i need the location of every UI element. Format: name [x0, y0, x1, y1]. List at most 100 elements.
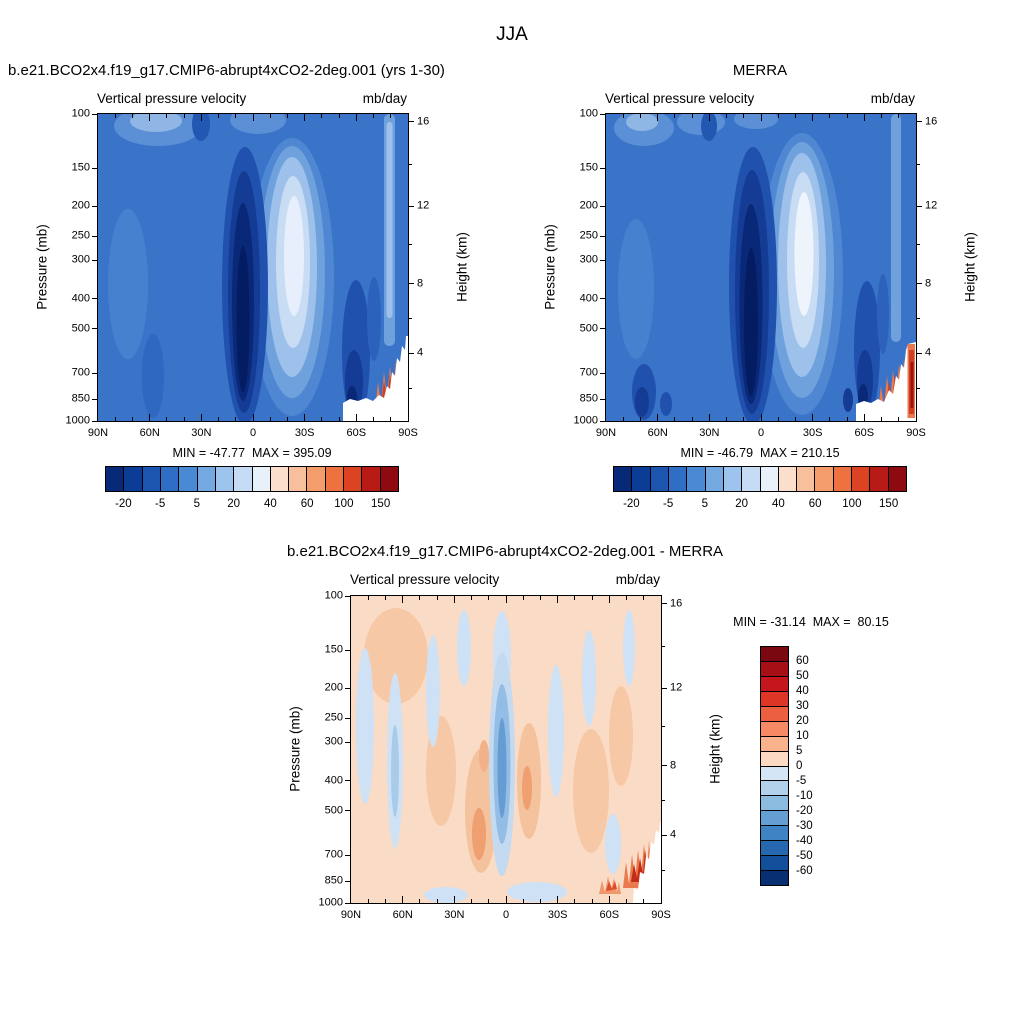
latitude-minor-tick-top [183, 114, 185, 118]
panel-model: b.e21.BCO2x4.f19_g17.CMIP6-abrupt4xCO2-2… [8, 60, 513, 520]
colorbar-tick-label: -20 [796, 805, 813, 817]
pressure-tick [92, 259, 98, 261]
pressure-tick-label: 700 [324, 848, 343, 861]
height-tick [661, 687, 667, 689]
latitude-minor-tick-bottom [252, 414, 254, 421]
pressure-tick-label: 150 [324, 643, 343, 656]
pressure-tick-label: 250 [579, 229, 598, 242]
colorbar-segment [761, 856, 788, 872]
colorbar-segment [888, 467, 906, 491]
colorbar-segment [632, 467, 651, 491]
pressure-tick [600, 372, 606, 374]
height-tick-label: 12 [417, 199, 430, 212]
colorbar-tick-label: 20 [796, 715, 809, 727]
latitude-minor-tick-bottom [574, 899, 576, 903]
latitude-minor-tick-top [304, 114, 306, 121]
pressure-tick [345, 717, 351, 719]
latitude-minor-tick-top [846, 114, 848, 118]
pressure-tick-label: 250 [324, 711, 343, 724]
colorbar-tick-label: 60 [300, 498, 314, 510]
colorbar-segment [215, 467, 235, 491]
colorbar-segment [761, 661, 788, 677]
height-tick [661, 834, 667, 836]
colorbar-tick-label: 100 [334, 498, 354, 510]
colorbar-segment [106, 467, 125, 491]
field-label-model: Vertical pressure velocity [97, 91, 247, 106]
latitude-minor-tick-bottom [539, 899, 541, 903]
latitude-minor-tick-top [691, 114, 693, 118]
colorbar-tick-label: -5 [663, 498, 674, 510]
pressure-tick-label: 100 [579, 107, 598, 120]
colorbar-segment [761, 736, 788, 752]
pressure-tick [345, 902, 351, 904]
units-label-diff: mb/day [615, 572, 660, 587]
colorbar-labels-merra: -20 -5 5 20 40 60 100 150 [613, 498, 907, 512]
latitude-minor-tick-bottom [794, 417, 796, 421]
latitude-minor-tick-top [812, 114, 814, 121]
pressure-tick [92, 167, 98, 169]
height-tick [661, 765, 667, 767]
pressure-tick [600, 420, 606, 422]
pressure-tick [92, 420, 98, 422]
latitude-tick-label: 30N [699, 427, 720, 439]
latitude-minor-tick-top [726, 114, 728, 118]
pressure-tick [600, 113, 606, 115]
latitude-minor-tick-top [622, 114, 624, 118]
colorbar-tick-label: 10 [796, 730, 809, 742]
colorbar-segment [289, 467, 308, 491]
colorbar-segment [761, 691, 788, 707]
colorbar-segment [761, 751, 788, 767]
latitude-tick-label: 90S [398, 427, 418, 439]
latitude-minor-tick-top [829, 114, 831, 118]
colorbar-tick-label: -20 [623, 498, 640, 510]
pressure-tick [92, 298, 98, 300]
colorbar-merra [613, 466, 907, 492]
latitude-minor-tick-top [321, 114, 323, 118]
pressure-tick-label: 400 [579, 292, 598, 305]
latitude-minor-tick-top [794, 114, 796, 118]
latitude-minor-tick-bottom [338, 417, 340, 421]
colorbar-segment [252, 467, 271, 491]
pressure-tick-label: 150 [71, 161, 90, 174]
latitude-tick-label: 60S [854, 427, 875, 439]
latitude-minor-tick-bottom [591, 899, 593, 903]
latitude-minor-tick-bottom [522, 899, 524, 903]
colorbar-segment [380, 467, 398, 491]
latitude-minor-tick-bottom [743, 417, 745, 421]
terrain-mask [343, 336, 408, 421]
pressure-tick-label: 850 [579, 392, 598, 405]
panel-title-merra: MERRA [732, 62, 788, 79]
colorbar-tick-label: -60 [796, 865, 813, 877]
latitude-tick-label: 60S [599, 909, 620, 921]
pressure-tick [600, 298, 606, 300]
latitude-minor-tick-bottom [114, 417, 116, 421]
pressure-tick [345, 649, 351, 651]
height-minor-tick [916, 163, 920, 165]
pressure-tick-label: 200 [324, 681, 343, 694]
latitude-minor-tick-top [608, 596, 610, 603]
latitude-minor-tick-bottom [419, 899, 421, 903]
latitude-minor-tick-top [591, 596, 593, 600]
latitude-minor-tick-bottom [898, 417, 900, 421]
height-minor-tick [916, 317, 920, 319]
latitude-minor-tick-top [708, 114, 710, 121]
pressure-tick-label: 200 [71, 199, 90, 212]
pressure-tick [600, 328, 606, 330]
colorbar-segment [742, 467, 761, 491]
pressure-tick-label: 700 [71, 366, 90, 379]
latitude-minor-tick-top [338, 114, 340, 118]
latitude-minor-tick-top [522, 596, 524, 600]
latitude-minor-tick-top [881, 114, 883, 118]
colorbar-segment [668, 467, 688, 491]
latitude-minor-tick-top [390, 114, 392, 118]
terrain-mask [633, 822, 661, 903]
colorbar-tick-label: 40 [796, 685, 809, 697]
pressure-tick-label: 300 [324, 735, 343, 748]
pressure-tick [92, 372, 98, 374]
pressure-tick-label: 850 [71, 392, 90, 405]
latitude-minor-tick-bottom [269, 417, 271, 421]
colorbar-segment [179, 467, 198, 491]
colorbar-segment [761, 676, 788, 692]
stats-merra: MIN = -46.79 MAX = 210.15 [680, 446, 840, 460]
latitude-minor-tick-top [252, 114, 254, 121]
